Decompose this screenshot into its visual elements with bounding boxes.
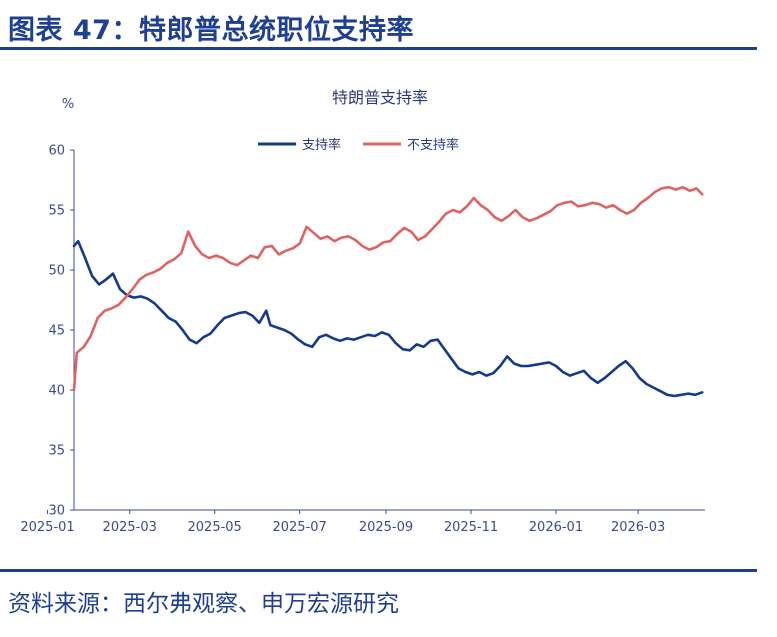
x-tick-label: 2025-09 (359, 520, 413, 535)
x-tick-label: 2025-05 (188, 520, 242, 535)
title-rule (0, 47, 757, 50)
y-tick-label: 45 (48, 324, 65, 339)
y-tick-label: 35 (48, 444, 65, 459)
legend-label: 支持率 (302, 137, 341, 153)
series-line-disapprove (72, 185, 704, 392)
source-note: 资料来源：西尔弗观察、申万宏源研究 (8, 591, 399, 617)
source-rule (0, 569, 757, 572)
chart-title: 特朗普支持率 (332, 88, 428, 107)
y-tick-label: 30 (48, 504, 65, 519)
y-tick-label: 50 (48, 264, 65, 279)
series-line-approve (72, 239, 704, 398)
legend: 支持率 不支持率 (258, 137, 459, 153)
x-tick-label: 2026-03 (611, 520, 665, 535)
y-tick-label: 40 (48, 384, 65, 399)
x-tick-label: 2025-11 (444, 520, 498, 535)
line-chart: 特朗普支持率 % 支持率 不支持率 30 35 40 45 50 55 60 2025-01 20… (20, 88, 705, 535)
series-layer (72, 185, 704, 398)
x-tick-label: 2025-03 (103, 520, 157, 535)
axes: 30 35 40 45 50 55 60 2025-01 2025-03 2025-05 2025-… (20, 144, 705, 535)
y-tick-label: 60 (48, 144, 65, 159)
x-tick-label: 2026-01 (529, 520, 583, 535)
x-tick-label: 2025-07 (272, 520, 326, 535)
y-tick-label: 55 (48, 204, 65, 219)
legend-label: 不支持率 (407, 137, 459, 153)
figure-title: 图表 47：特郎普总统职位支持率 (8, 15, 414, 46)
x-tick-label: 2025-01 (20, 520, 74, 535)
y-axis-unit: % (62, 97, 74, 112)
